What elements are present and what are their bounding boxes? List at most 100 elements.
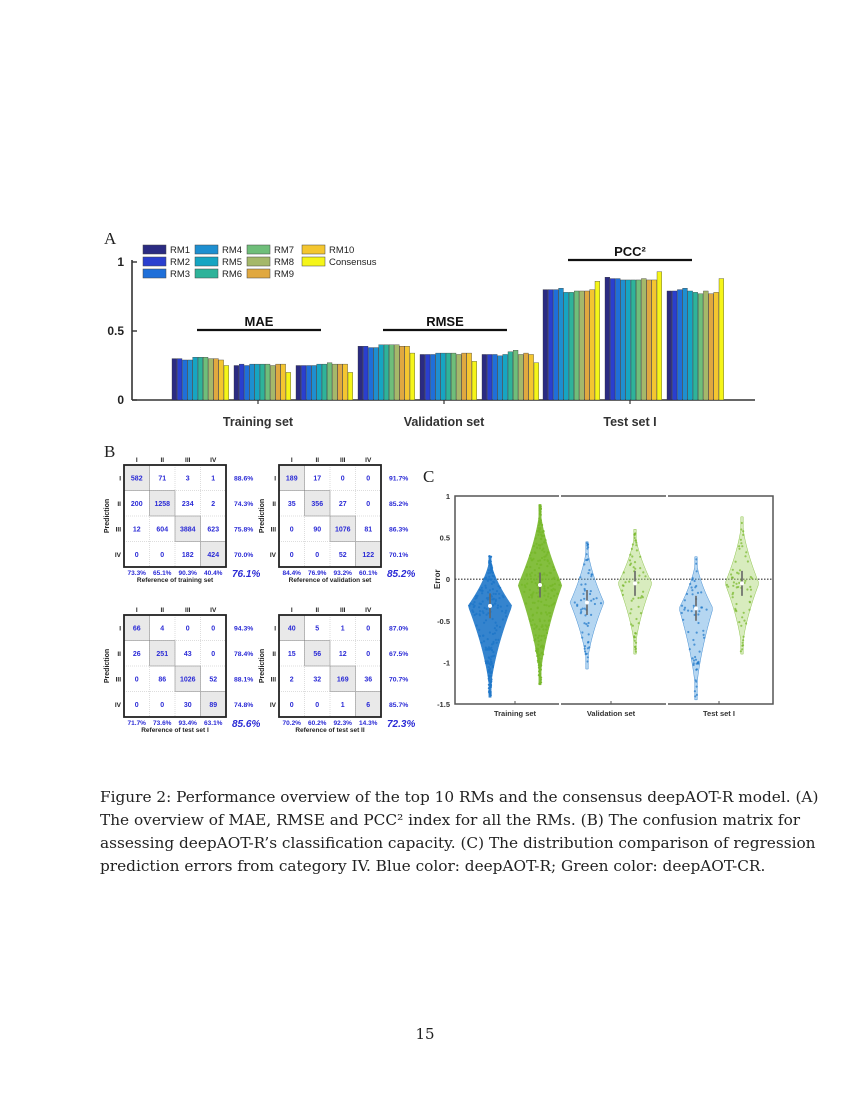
row-percent: 78.4% [234,651,253,658]
svg-text:II: II [117,501,121,508]
median-marker [585,600,589,605]
svg-text:III: III [185,607,191,614]
bar [584,290,590,401]
panel-label-c: C [423,467,435,486]
bar [692,292,698,401]
bar [357,346,363,401]
matrix-xlabel: Reference of test set I [141,727,209,734]
matrix-cell: 0 [211,625,215,632]
confusion-matrix-training: I I II II III III IV IV 582 71 3 1 200 1258 234 2 12 604 3… [100,453,260,593]
svg-text:III: III [340,457,346,464]
matrix-cell: 12 [133,526,141,533]
caption-line: prediction errors from category IV. Blue… [100,857,766,875]
y-tick-label: 0 [446,575,450,584]
y-tick-label: 0 [117,393,124,407]
matrix-cell: 1 [211,475,215,482]
row-percent: 70.1% [389,552,408,559]
row-percent: 67.5% [389,651,408,658]
y-tick-label: -1 [443,658,450,667]
bar [342,363,348,401]
svg-text:III: III [116,676,122,683]
legend-swatch [246,268,271,279]
col-percent: 92.3% [334,720,353,727]
matrix-cell: 0 [366,475,370,482]
matrix-cell: 1258 [154,501,170,508]
bar [306,365,312,401]
metric-label: RMSE [426,314,464,329]
legend-swatch [194,268,219,279]
svg-text:I: I [291,607,293,614]
violin-shape [468,555,512,698]
matrix-cell: 0 [186,625,190,632]
bar [677,289,683,401]
bar [254,363,260,401]
bar [301,365,307,401]
matrix-cell: 30 [184,702,192,709]
col-percent: 70.2% [283,720,302,727]
bar [523,352,529,401]
matrix-cell: 17 [313,475,321,482]
matrix-cell: 169 [337,676,349,683]
bar [404,346,410,401]
svg-text:IV: IV [210,607,217,614]
row-percent: 88.1% [234,676,253,683]
overall-accuracy: 72.3% [387,719,415,730]
bar [718,278,724,401]
svg-text:II: II [315,607,319,614]
bar [708,293,714,401]
matrix-cell: 356 [311,501,323,508]
bar [461,352,467,401]
legend-label: RM1 [170,245,190,256]
matrix-cell: 15 [288,651,296,658]
legend-label: RM3 [170,269,190,280]
legend-label: RM4 [222,245,242,256]
x-category-label: Test set I [703,709,735,718]
legend-swatch [142,256,167,267]
x-category-label: Validation set [404,415,485,429]
matrix-cell: 0 [160,702,164,709]
matrix-cell: 0 [366,501,370,508]
bar [481,354,487,401]
x-category-label: Validation set [587,709,636,718]
median-marker [740,581,744,586]
bar [651,279,657,401]
bar [425,354,431,401]
confusion-matrix-test-2: I I II II III III IV IV 40 5 1 0 15 56 12 0 2 32 169 36 0 0 1 6… [255,603,415,743]
bar [295,365,301,401]
row-percent: 85.7% [389,702,408,709]
panel-label-a: A [104,229,117,248]
bar [399,346,405,401]
row-percent: 74.8% [234,702,253,709]
legend-label: RM8 [274,257,294,268]
bar [203,357,209,401]
col-percent: 60.1% [359,570,378,577]
median-marker [538,583,542,588]
bar [553,289,559,401]
bar [456,354,462,401]
matrix-cell: 4 [160,625,164,632]
row-percent: 75.8% [234,526,253,533]
bar [610,278,616,401]
metric-label: MAE [245,314,274,329]
bar [445,352,451,401]
matrix-cell: 0 [366,651,370,658]
matrix-cell: 189 [286,475,298,482]
bar [280,363,286,401]
bar [368,347,374,401]
bar [363,346,369,401]
bar [213,358,219,401]
legend-swatch [246,244,271,255]
bar [285,372,291,401]
bar [513,350,519,401]
matrix-cell: 0 [211,651,215,658]
metric-label: PCC² [614,244,646,259]
legend-label: RM9 [274,269,294,280]
matrix-cell: 604 [156,526,168,533]
matrix-cell: 52 [209,676,217,683]
y-tick-label: 1 [117,255,124,269]
svg-text:I: I [136,457,138,464]
col-percent: 93.4% [179,720,198,727]
matrix-cell: 52 [339,552,347,559]
matrix-cell: 1026 [180,676,196,683]
svg-text:III: III [271,676,277,683]
